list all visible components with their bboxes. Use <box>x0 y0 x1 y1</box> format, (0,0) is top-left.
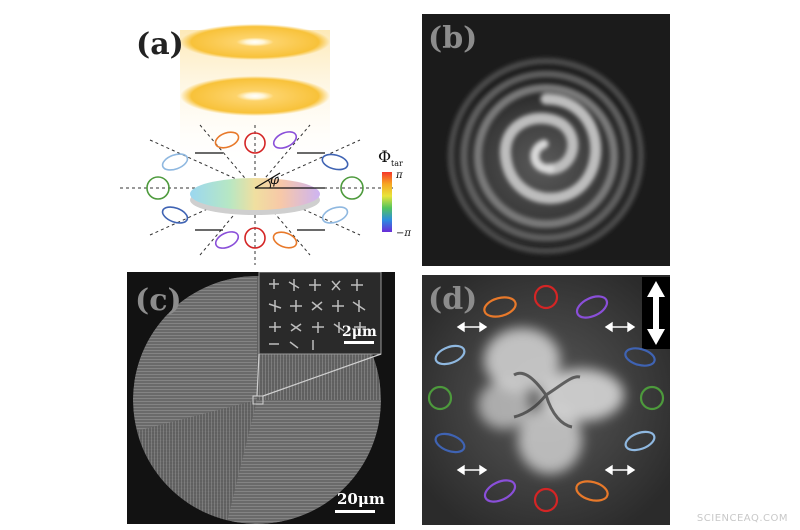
double-arrows <box>195 152 325 231</box>
colorbar-bottom-label: −π <box>396 228 411 239</box>
pol-circle-left <box>146 176 170 200</box>
panel-b: (b) <box>422 14 670 266</box>
main-scale-bar <box>335 510 375 513</box>
pol-circle-bottom <box>244 227 266 249</box>
angle-symbol: φ <box>270 173 280 188</box>
panel-a-label: (a) <box>136 27 184 62</box>
spiral-intensity-image <box>422 14 670 266</box>
colorbar-subscript: tar <box>391 159 403 168</box>
beam-ring-bottom <box>180 76 330 116</box>
four-lobe-pattern <box>478 328 624 474</box>
inset-nanostructures <box>268 279 366 350</box>
pol-circle-top <box>244 132 266 154</box>
colorbar-title: Φ <box>378 147 391 166</box>
polarization-intensity-image <box>422 275 670 525</box>
colorbar-top-label: π <box>395 170 403 181</box>
panel-d: (d) <box>422 275 670 525</box>
panel-c: 2μm 20μm (c) <box>127 272 395 524</box>
main-scale-label: 20μm <box>337 490 385 508</box>
zoom-box <box>252 395 264 405</box>
inset-scale-bar <box>344 341 374 344</box>
polarizer-arrow-icon <box>647 281 665 345</box>
watermark: SCIENCEAQ.COM <box>696 513 788 524</box>
sem-metasurface-image <box>127 272 395 524</box>
angle-arc <box>267 179 271 189</box>
inset-scale-label: 2μm <box>342 324 377 340</box>
panel-a-illustration: φ Φ tar π −π <box>120 24 411 265</box>
disc-angle-line <box>254 172 281 189</box>
colorbar <box>382 172 392 232</box>
panel-a: φ Φ tar π −π (a) <box>120 10 420 270</box>
polarization-states <box>146 131 364 249</box>
polarization-states-d <box>427 284 665 513</box>
white-double-arrows <box>456 321 636 476</box>
beam-ring-top <box>180 24 330 60</box>
disc-top <box>190 178 320 210</box>
panel-b-label: (b) <box>428 21 478 56</box>
panel-c-label: (c) <box>135 283 182 318</box>
panel-d-label: (d) <box>428 282 478 317</box>
pol-circle-right <box>340 176 364 200</box>
